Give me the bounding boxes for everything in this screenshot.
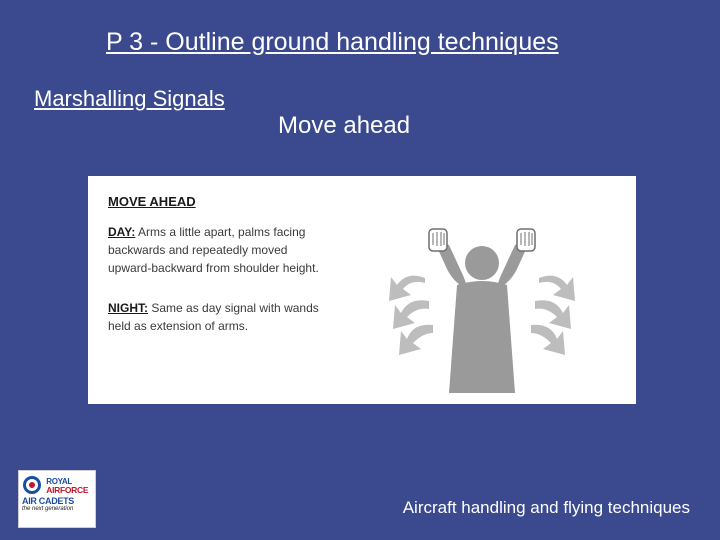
slide-title: P 3 - Outline ground handling techniques	[106, 28, 559, 57]
card-row: DAY: Arms a little apart, palms facing b…	[108, 223, 616, 393]
logo-line3: AIR CADETS	[22, 497, 92, 506]
card-header: MOVE AHEAD	[108, 194, 616, 209]
night-block: NIGHT: Same as day signal with wands hel…	[108, 299, 328, 335]
logo-line4: the next generation	[22, 506, 92, 512]
marshaller-figure	[348, 223, 616, 393]
slide-subtitle: Marshalling Signals	[34, 86, 225, 112]
day-block: DAY: Arms a little apart, palms facing b…	[108, 223, 328, 277]
raf-cadets-logo: ROYAL AIRFORCE AIR CADETS the next gener…	[18, 470, 96, 528]
signal-card: MOVE AHEAD DAY: Arms a little apart, pal…	[88, 176, 636, 404]
day-label: DAY:	[108, 225, 135, 239]
slide-footer: Aircraft handling and flying techniques	[403, 498, 690, 518]
day-description: Arms a little apart, palms facing backwa…	[108, 225, 319, 275]
roundel-icon	[22, 475, 42, 497]
night-label: NIGHT:	[108, 301, 148, 315]
signal-name: Move ahead	[278, 112, 410, 140]
marshaller-icon	[367, 223, 597, 393]
logo-text: ROYAL AIRFORCE	[46, 478, 88, 495]
card-text: DAY: Arms a little apart, palms facing b…	[108, 223, 328, 335]
logo-line2: AIRFORCE	[46, 486, 88, 495]
